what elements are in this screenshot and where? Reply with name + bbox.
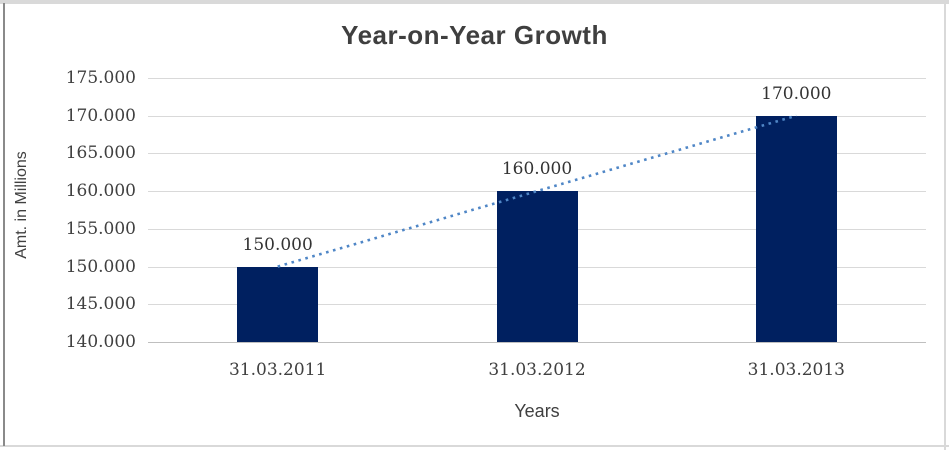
y-axis-title: Amt. in Millions	[13, 151, 30, 259]
chart-border-top	[0, 0, 949, 4]
chart-border-bottom	[0, 445, 949, 447]
bar-31.03.2013	[755, 115, 837, 342]
chart-title: Year-on-Year Growth	[341, 20, 608, 50]
y-tick-label: 160.000	[65, 181, 136, 202]
bar-data-label: 160.000	[501, 159, 573, 180]
bar-data-label: 170.000	[761, 83, 832, 104]
y-tick-label: 140.000	[65, 332, 136, 352]
y-tick-label: 145.000	[65, 294, 136, 315]
x-tick-label: 31.03.2011	[228, 360, 327, 380]
gridline	[148, 78, 926, 79]
y-tick-label: 150.000	[65, 256, 136, 277]
y-tick-label: 170.000	[65, 105, 136, 126]
chart-border-right	[944, 0, 946, 450]
bar-31.03.2011	[237, 266, 319, 342]
chart-border-left	[3, 3, 5, 446]
y-tick-label: 165.000	[65, 143, 136, 164]
x-tick-label: 31.03.2012	[488, 360, 586, 380]
plot-area: 150.000 160.000 170.000	[148, 78, 926, 343]
x-axis-title: Years	[514, 401, 560, 421]
y-tick-label: 155.000	[65, 218, 136, 239]
x-tick-label: 31.03.2013	[747, 360, 845, 380]
bar-31.03.2012	[496, 191, 578, 342]
bar-data-label: 150.000	[242, 234, 313, 255]
x-axis-line	[148, 342, 926, 343]
y-tick-label: 175.000	[65, 68, 136, 88]
